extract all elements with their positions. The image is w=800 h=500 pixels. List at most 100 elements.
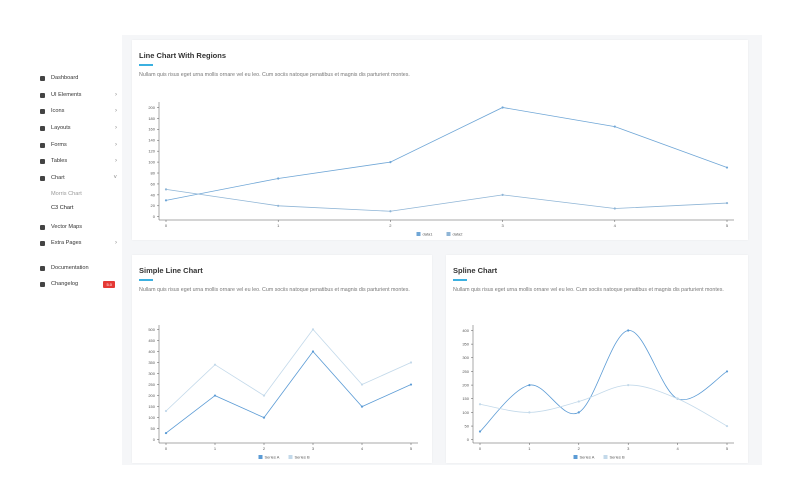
submenu-item[interactable]: C3 Chart	[30, 203, 125, 213]
x-tick-label: 5	[726, 446, 729, 451]
legend-swatch[interactable]	[258, 455, 263, 459]
legend-label[interactable]: data2	[453, 232, 464, 237]
y-tick-label: 140	[148, 138, 155, 143]
y-tick-label: 400	[462, 328, 469, 333]
data-point	[577, 411, 580, 414]
chart-card: Simple Line Chart Nullam quis risus eget …	[132, 255, 432, 463]
menu-item[interactable]: Documentation	[30, 263, 125, 273]
legend-label[interactable]: Series A	[265, 455, 280, 460]
y-tick-label: 300	[462, 355, 469, 360]
y-tick-label: 100	[148, 415, 155, 420]
series-line	[165, 328, 412, 412]
x-tick-label: 3	[627, 446, 630, 451]
menu-icon	[40, 92, 45, 98]
menu-item[interactable]: Icons ›	[30, 106, 125, 116]
menu-item[interactable]: Forms ›	[30, 140, 125, 150]
y-tick-label: 200	[462, 382, 469, 387]
menu-item[interactable]: Layouts ›	[30, 123, 125, 133]
x-tick-label: 0	[479, 446, 482, 451]
menu-icon	[40, 281, 45, 287]
submenu-item[interactable]: Morris Chart	[30, 189, 125, 199]
title-underline	[453, 279, 467, 281]
menu-icon	[40, 108, 45, 114]
data-point	[213, 363, 217, 366]
card-description: Nullam quis risus eget urna mollis ornar…	[139, 72, 410, 78]
y-tick-label: 40	[151, 192, 156, 197]
legend-label[interactable]: data1	[423, 232, 434, 237]
submenu-label: Morris Chart	[51, 191, 82, 197]
menu-item[interactable]: Tables ›	[30, 156, 125, 166]
legend-swatch[interactable]	[416, 232, 421, 236]
y-tick-label: 160	[148, 127, 155, 132]
y-tick-label: 250	[462, 369, 469, 374]
y-tick-label: 0	[153, 214, 156, 219]
y-tick-label: 300	[148, 371, 155, 376]
data-point	[577, 400, 580, 403]
x-tick-label: 2	[578, 446, 581, 451]
submenu-arrow: ›	[115, 92, 117, 98]
menu-icon	[40, 158, 45, 164]
menu-label: Documentation	[51, 265, 89, 271]
x-tick-label: 0	[165, 446, 168, 451]
menu-icon	[40, 240, 45, 246]
x-tick-label: 0	[165, 223, 168, 228]
data-point	[360, 405, 364, 408]
data-point	[627, 383, 630, 387]
y-tick-label: 50	[151, 426, 156, 431]
menu-item[interactable]: Vector Maps	[30, 222, 125, 232]
data-point	[389, 210, 392, 213]
menu-icon	[40, 142, 45, 148]
x-tick-label: 2	[263, 446, 266, 451]
menu-item[interactable]: Chart ˅	[30, 173, 125, 183]
legend-swatch[interactable]	[446, 232, 451, 236]
data-point	[311, 328, 315, 331]
x-tick-label: 5	[410, 446, 413, 451]
legend-swatch[interactable]	[603, 455, 608, 459]
y-tick-label: 50	[465, 423, 470, 428]
y-tick-label: 20	[151, 203, 156, 208]
menu-icon	[40, 224, 45, 230]
data-point	[528, 411, 531, 414]
data-point	[164, 431, 168, 435]
menu-label: Forms	[51, 142, 67, 148]
legend-label[interactable]: Series A	[580, 455, 595, 460]
y-tick-label: 350	[462, 342, 469, 347]
series-line	[165, 107, 728, 201]
legend-swatch[interactable]	[573, 455, 578, 459]
menu-item[interactable]: Changelog 5.0	[30, 279, 125, 289]
menu-item[interactable]: Dashboard	[30, 73, 125, 83]
data-point	[164, 199, 168, 202]
data-point	[725, 201, 729, 205]
data-point	[501, 193, 504, 196]
x-tick-label: 4	[361, 446, 364, 451]
menu-icon	[40, 265, 45, 271]
data-point	[478, 403, 482, 406]
card-title: Simple Line Chart	[139, 266, 203, 275]
menu-item[interactable]: Extra Pages ›	[30, 238, 125, 248]
y-tick-label: 350	[148, 360, 155, 365]
chart: 0 50 100 150 200 250 300 350 400 450 500 0 1 2 3 4 5 Seri…	[148, 325, 418, 460]
data-point	[725, 166, 729, 169]
legend-label[interactable]: Series B	[295, 455, 310, 460]
chart: 0 20 40 60 80 100 120 140 160 180 200 0 1 2 3 4 5 data1 da…	[148, 102, 734, 237]
submenu-arrow: ›	[115, 108, 117, 114]
y-tick-label: 120	[148, 149, 155, 154]
legend-label[interactable]: Series B	[610, 455, 625, 460]
data-point	[277, 177, 280, 180]
title-underline	[139, 64, 153, 66]
y-tick-label: 60	[151, 181, 156, 186]
series-line	[165, 350, 412, 434]
menu-item[interactable]: UI Elements ›	[30, 90, 125, 100]
data-point	[164, 409, 168, 413]
menu-label: Dashboard	[51, 75, 79, 81]
menu-label: Icons	[51, 108, 65, 114]
data-point	[360, 383, 364, 386]
y-tick-label: 450	[148, 338, 155, 343]
data-point	[409, 383, 413, 386]
legend-swatch[interactable]	[288, 455, 293, 459]
data-point	[164, 188, 168, 191]
menu-label: Vector Maps	[51, 224, 83, 230]
badge: 5.0	[103, 280, 115, 288]
menu-label: Chart	[51, 175, 65, 181]
